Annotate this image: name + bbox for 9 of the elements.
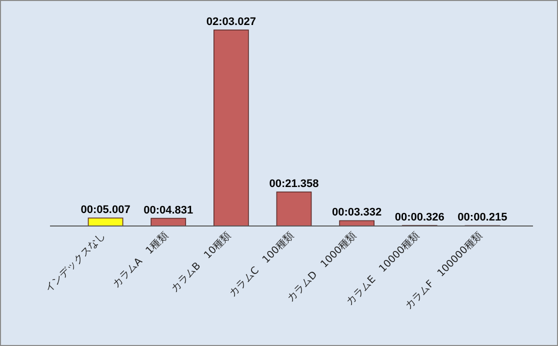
- data-label: 00:05.007: [80, 204, 130, 216]
- data-label: 00:00.215: [458, 212, 508, 224]
- data-label: 00:21.358: [269, 178, 319, 190]
- data-label: 02:03.027: [206, 16, 256, 28]
- x-tick-label: カラムA 1種類: [110, 230, 170, 290]
- data-label: 00:00.326: [394, 211, 444, 224]
- data-label: 00:03.332: [332, 206, 382, 219]
- data-label: 00:04.831: [144, 204, 194, 216]
- x-tick-label: インデックスなし: [43, 230, 108, 295]
